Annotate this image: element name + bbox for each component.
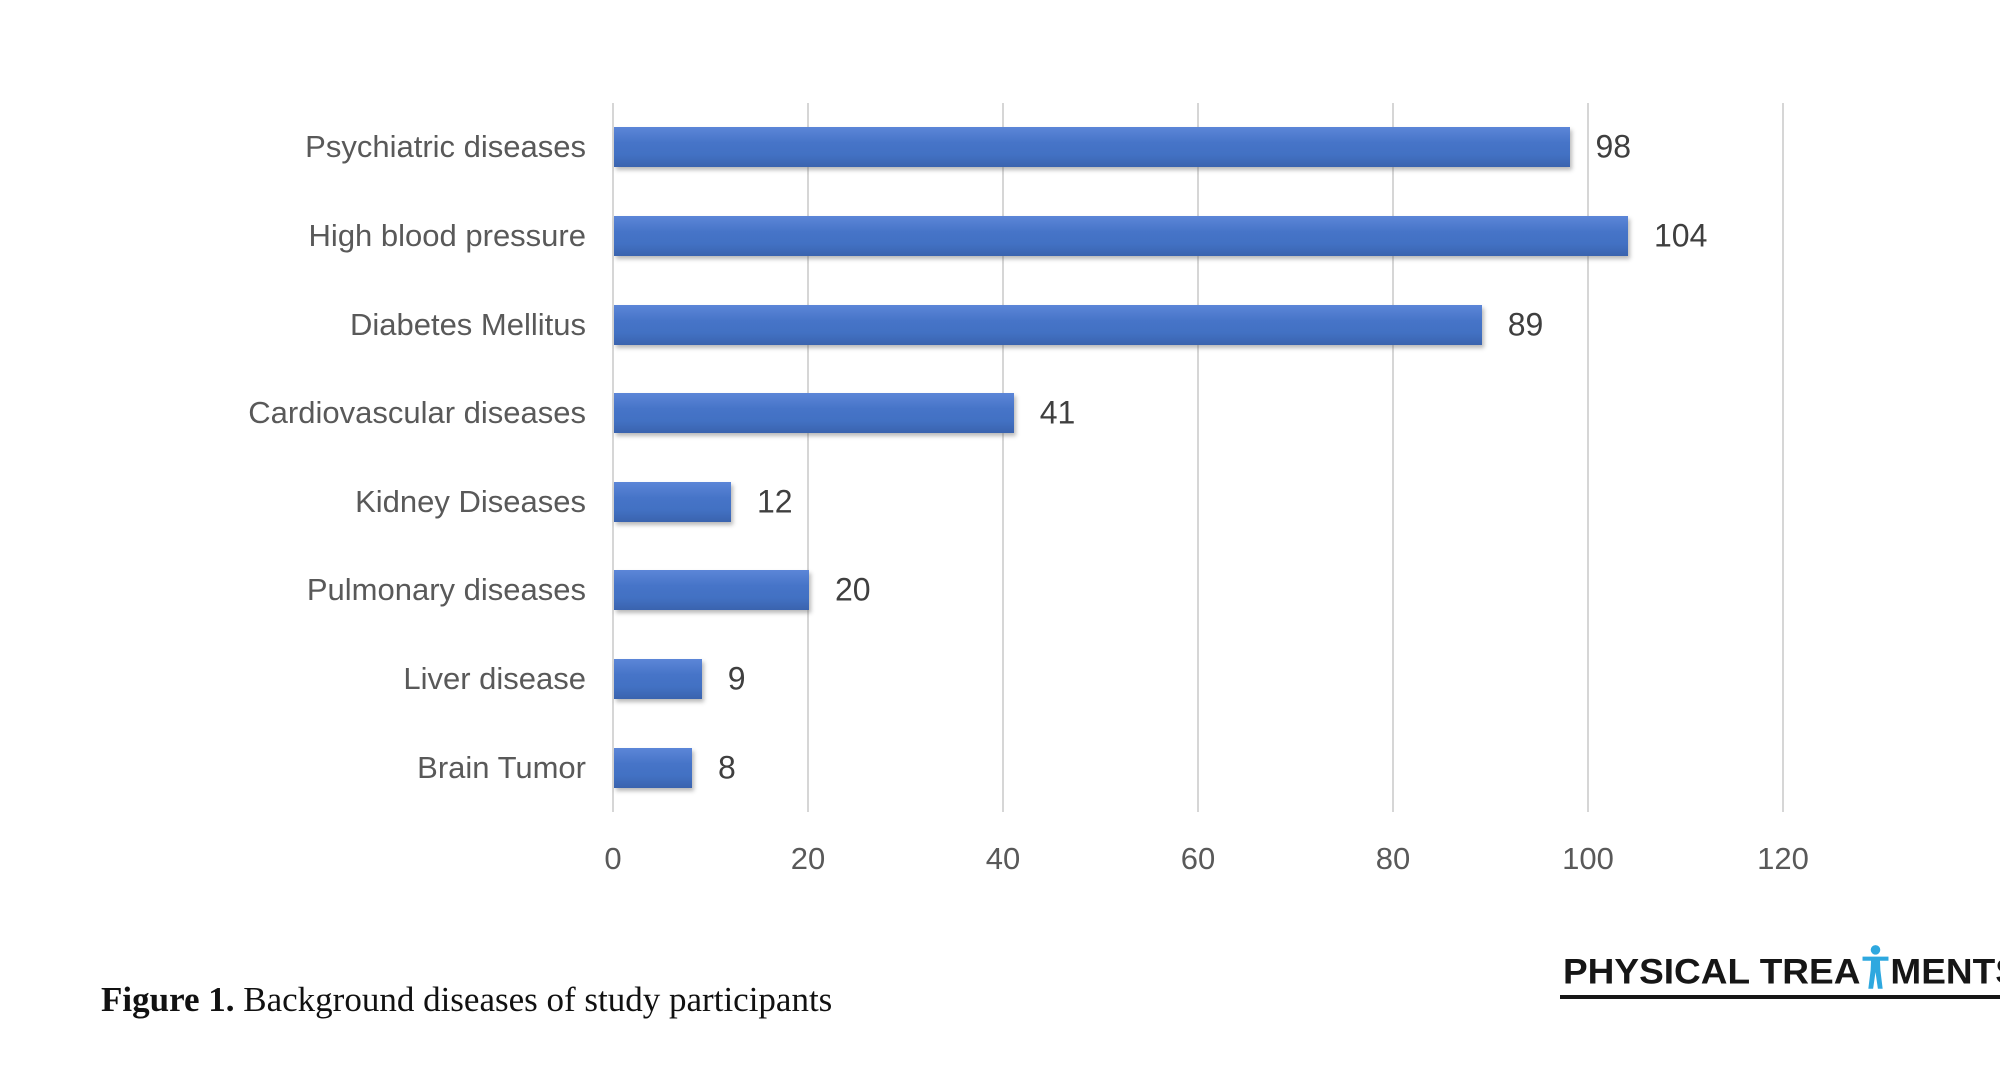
gridline <box>1002 103 1004 812</box>
bar-value-label: 98 <box>1595 128 1632 165</box>
x-axis-tick-label: 120 <box>1757 841 1809 876</box>
category-label: Diabetes Mellitus <box>349 306 586 342</box>
gridline <box>1587 103 1589 812</box>
category-label: High blood pressure <box>308 217 586 253</box>
human-figure-icon-shape <box>1862 945 1889 989</box>
x-axis-tick-label: 40 <box>985 841 1021 876</box>
figure-caption: Figure 1. Background diseases of study p… <box>66 940 832 1060</box>
bar <box>614 304 1482 345</box>
logo-text-before: PHYSICAL TREA <box>1563 951 1861 992</box>
gridline <box>1197 103 1199 812</box>
bar-row: 12 <box>613 458 1783 547</box>
bar-row: 89 <box>613 280 1783 369</box>
bar-row: 8 <box>613 723 1783 812</box>
bar-value-label: 89 <box>1507 306 1544 343</box>
y-axis-line <box>612 103 614 812</box>
bar-value-label: 9 <box>727 660 746 697</box>
journal-logo: PHYSICAL TREA MENTS <box>1560 944 2000 999</box>
bar-row: 41 <box>613 369 1783 458</box>
bar-row: 20 <box>613 546 1783 635</box>
bar-row: 104 <box>613 192 1783 281</box>
bar <box>614 570 809 611</box>
category-label: Brain Tumor <box>417 749 586 785</box>
bar <box>614 215 1628 256</box>
category-label: Cardiovascular diseases <box>248 395 586 431</box>
bar-value-label: 12 <box>757 483 793 520</box>
bar <box>614 747 692 788</box>
category-label: Psychiatric diseases <box>305 129 586 165</box>
category-label: Pulmonary diseases <box>306 572 586 608</box>
bar-value-label: 8 <box>718 749 736 786</box>
bar-value-label: 104 <box>1654 217 1708 254</box>
human-figure-icon <box>1862 945 1889 989</box>
bar-value-label: 20 <box>835 571 871 608</box>
category-label: Liver disease <box>403 661 586 697</box>
x-axis-tick-label: 60 <box>1180 841 1216 876</box>
bar <box>614 127 1570 168</box>
bar-row: 98 <box>613 103 1783 192</box>
x-axis-tick-label: 20 <box>790 841 826 876</box>
bar <box>614 659 702 700</box>
figure-caption-text: Background diseases of study participant… <box>234 980 833 1019</box>
bar-value-label: 41 <box>1039 394 1076 431</box>
category-label: Kidney Diseases <box>355 483 586 519</box>
bar <box>614 481 731 522</box>
gridline <box>807 103 809 812</box>
gridline <box>1782 103 1784 812</box>
x-axis-tick-label: 100 <box>1562 841 1614 876</box>
x-axis-tick-label: 80 <box>1375 841 1411 876</box>
x-axis-tick-labels: 0 20 40 60 80 100 120 <box>604 841 1808 881</box>
logo-text-after: MENTS <box>1890 951 2000 992</box>
y-axis-category-labels: Psychiatric diseases High blood pressure D… <box>0 103 586 812</box>
plot-area: 98 104 89 41 12 20 9 8 <box>612 103 1784 812</box>
x-axis-tick-label: 0 <box>604 841 622 876</box>
figure-caption-label: Figure 1. <box>101 980 235 1019</box>
bar-row: 9 <box>613 635 1783 724</box>
gridline <box>1392 103 1394 812</box>
bar <box>614 393 1014 434</box>
